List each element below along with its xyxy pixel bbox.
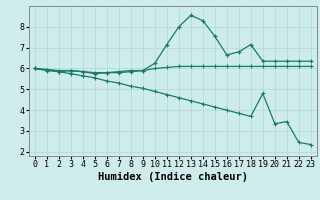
X-axis label: Humidex (Indice chaleur): Humidex (Indice chaleur) — [98, 172, 248, 182]
